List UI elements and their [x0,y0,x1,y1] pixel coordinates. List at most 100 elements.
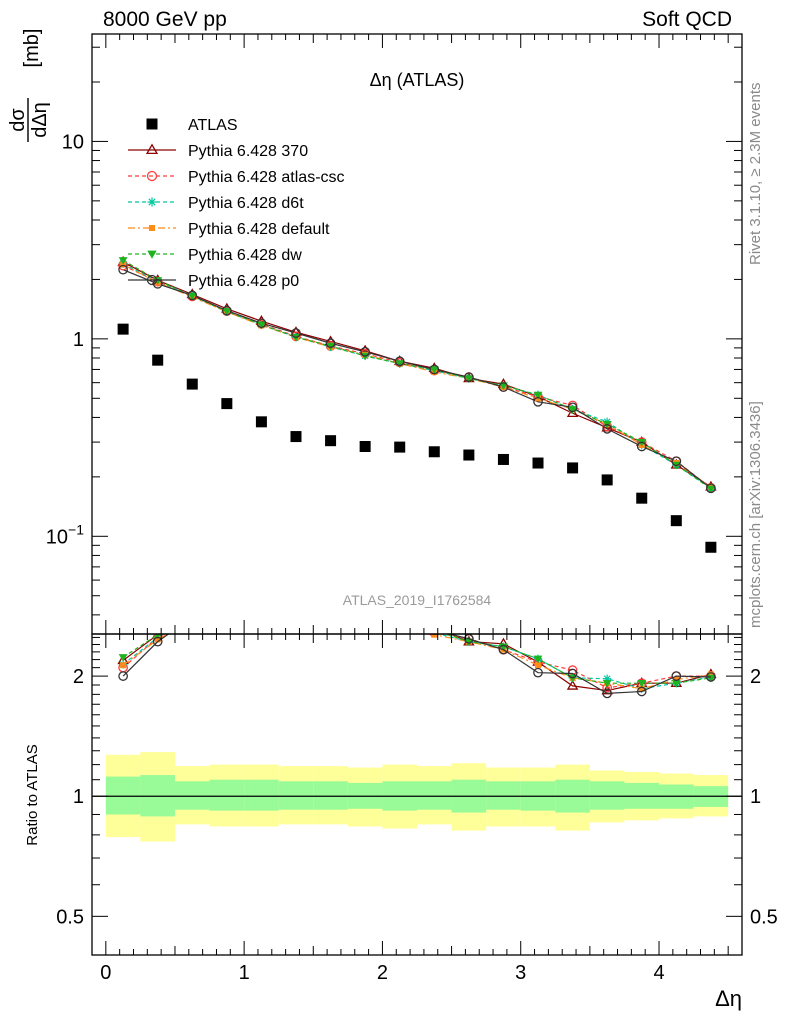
legend-entry-pythia-6-428-atlas-csc: Pythia 6.428 atlas-csc [128,169,345,186]
y-axis-label: dσ dΔη [mb] [7,29,51,142]
data-point-atlas [325,435,337,447]
data-point-atlas [117,323,129,335]
ratio-band-inner [174,781,210,810]
ratio-point-pythia-6-428-p0 [396,619,404,627]
legend-entry-atlas: ATLAS [146,117,238,134]
ratio-point-pythia-6-428-default [154,636,161,643]
x-tick-label: 0 [100,962,111,984]
ratio-point-pythia-6-428-atlas-csc [326,600,334,608]
ratio-band-inner [105,776,141,815]
ratio-band-inner [417,781,452,810]
data-point-pythia-6-428-p0 [671,456,682,467]
ratio-band-inner [486,781,521,810]
ratio-point-pythia-6-428-p0 [152,636,163,647]
legend-marker [146,170,158,182]
ratio-point-pythia-6-428-370 [257,588,266,596]
ratio-point-pythia-6-428-p0 [257,593,265,601]
ratio-line-pythia-6-428-p0 [122,634,711,695]
data-point-pythia-6-428-p0 [429,364,440,375]
y-axis-label-unit: [mb] [21,29,43,68]
ratio-point-pythia-6-428-dw [292,592,301,600]
ratio-point-pythia-6-428-p0 [533,667,543,678]
data-point-pythia-6-428-p0 [256,318,267,329]
data-point-atlas [601,474,613,486]
ratio-point-pythia-6-428-370 [188,610,197,618]
data-point-pythia-6-428-dw [533,391,543,400]
ratio-point-pythia-6-428-p0 [602,688,613,699]
ratio-point-pythia-6-428-dw [361,610,370,618]
ratio-y-tick-label-right: 1 [750,786,761,808]
energy-label: 8000 GeV pp [103,8,227,31]
data-point-pythia-6-428-dw [499,382,508,390]
series-line-pythia-6-428-p0 [122,269,712,489]
data-point-pythia-6-428-dw [222,308,232,316]
ratio-point-pythia-6-428-dw [671,680,681,688]
data-point-pythia-6-428-dw [326,342,335,351]
ratio-point-pythia-6-428-default [224,608,230,614]
data-point-pythia-6-428-p0 [118,264,128,275]
ratio-point-pythia-6-428-p0 [498,644,509,655]
x-tick-label: 3 [515,962,526,984]
data-point-pythia-6-428-p0 [567,402,578,413]
data-point-pythia-6-428-p0 [533,396,543,407]
data-point-pythia-6-428-dw [118,257,128,265]
ratio-line-pythia-6-428-370 [122,634,712,692]
legend-marker [149,225,155,231]
data-point-pythia-6-428-p0 [187,290,198,301]
analysis-watermark: ATLAS_2019_I1762584 [343,592,492,608]
ratio-point-pythia-6-428-d6t [292,591,300,599]
y-tick-label: 10−1 [46,521,84,548]
ratio-point-pythia-6-428-p0 [636,686,647,697]
ratio-line-pythia-6-428-d6t [122,634,711,690]
ratio-band-inner [209,779,245,811]
data-point-pythia-6-428-dw [706,485,716,494]
y-tick-label: 1 [73,329,84,351]
series-line-pythia-6-428-dw [122,259,712,490]
data-point-atlas [290,431,302,443]
y-axis-label-numerator: dσ [7,108,29,132]
ratio-panel-frame [91,633,743,956]
ratio-line-pythia-6-428-default [122,634,711,690]
legend-entry-pythia-6-428-d6t: Pythia 6.428 d6t [128,195,304,212]
ratio-point-pythia-6-428-d6t [396,623,404,631]
ratio-point-pythia-6-428-d6t [188,614,196,622]
data-point-atlas [394,441,406,453]
ratio-point-pythia-6-428-p0 [188,613,196,621]
legend-label: ATLAS [188,117,238,134]
data-point-atlas [636,492,648,504]
x-tick-label: 1 [239,962,250,984]
ratio-point-pythia-6-428-default [120,662,127,669]
data-point-pythia-6-428-dw [257,321,266,330]
data-point-pythia-6-428-p0 [394,356,405,367]
ratio-point-pythia-6-428-370 [566,679,579,690]
data-point-pythia-6-428-dw [153,277,163,285]
series-line-pythia-6-428-atlas-csc [122,265,712,489]
ratio-axis-label: Ratio to ATLAS [24,744,41,845]
ratio-point-pythia-6-428-dw [464,638,474,647]
ratio-y-tick-label-right: 0.5 [750,906,778,928]
legend-entry-pythia-6-428-p0: Pythia 6.428 p0 [128,273,299,290]
series-line-pythia-6-428-370 [122,261,712,488]
legend-label: Pythia 6.428 atlas-csc [188,169,345,186]
ratio-point-pythia-6-428-370 [326,591,335,599]
legend-label: Pythia 6.428 d6t [188,195,304,212]
ratio-point-pythia-6-428-dw [637,680,647,688]
ratio-point-pythia-6-428-dw [326,602,335,610]
data-point-atlas [463,449,475,461]
ratio-band-inner [278,781,314,810]
series-line-pythia-6-428-d6t [122,263,712,489]
ratio-y-tick-label-right: 2 [750,666,761,688]
ratio-point-pythia-6-428-default [673,676,680,683]
ratio-point-pythia-6-428-default [707,671,714,678]
data-point-pythia-6-428-dw [395,360,405,368]
ratio-y-tick-label: 2 [73,666,84,688]
data-point-atlas [221,398,233,410]
ratio-point-pythia-6-428-atlas-csc [188,615,196,623]
data-point-atlas [359,440,371,452]
ratio-point-pythia-6-428-default [431,634,438,638]
ratio-point-pythia-6-428-default [189,617,195,623]
ratio-point-pythia-6-428-p0 [292,583,300,591]
ratio-point-pythia-6-428-default [293,592,299,598]
data-point-pythia-6-428-p0 [221,305,232,316]
data-point-atlas [152,354,164,366]
